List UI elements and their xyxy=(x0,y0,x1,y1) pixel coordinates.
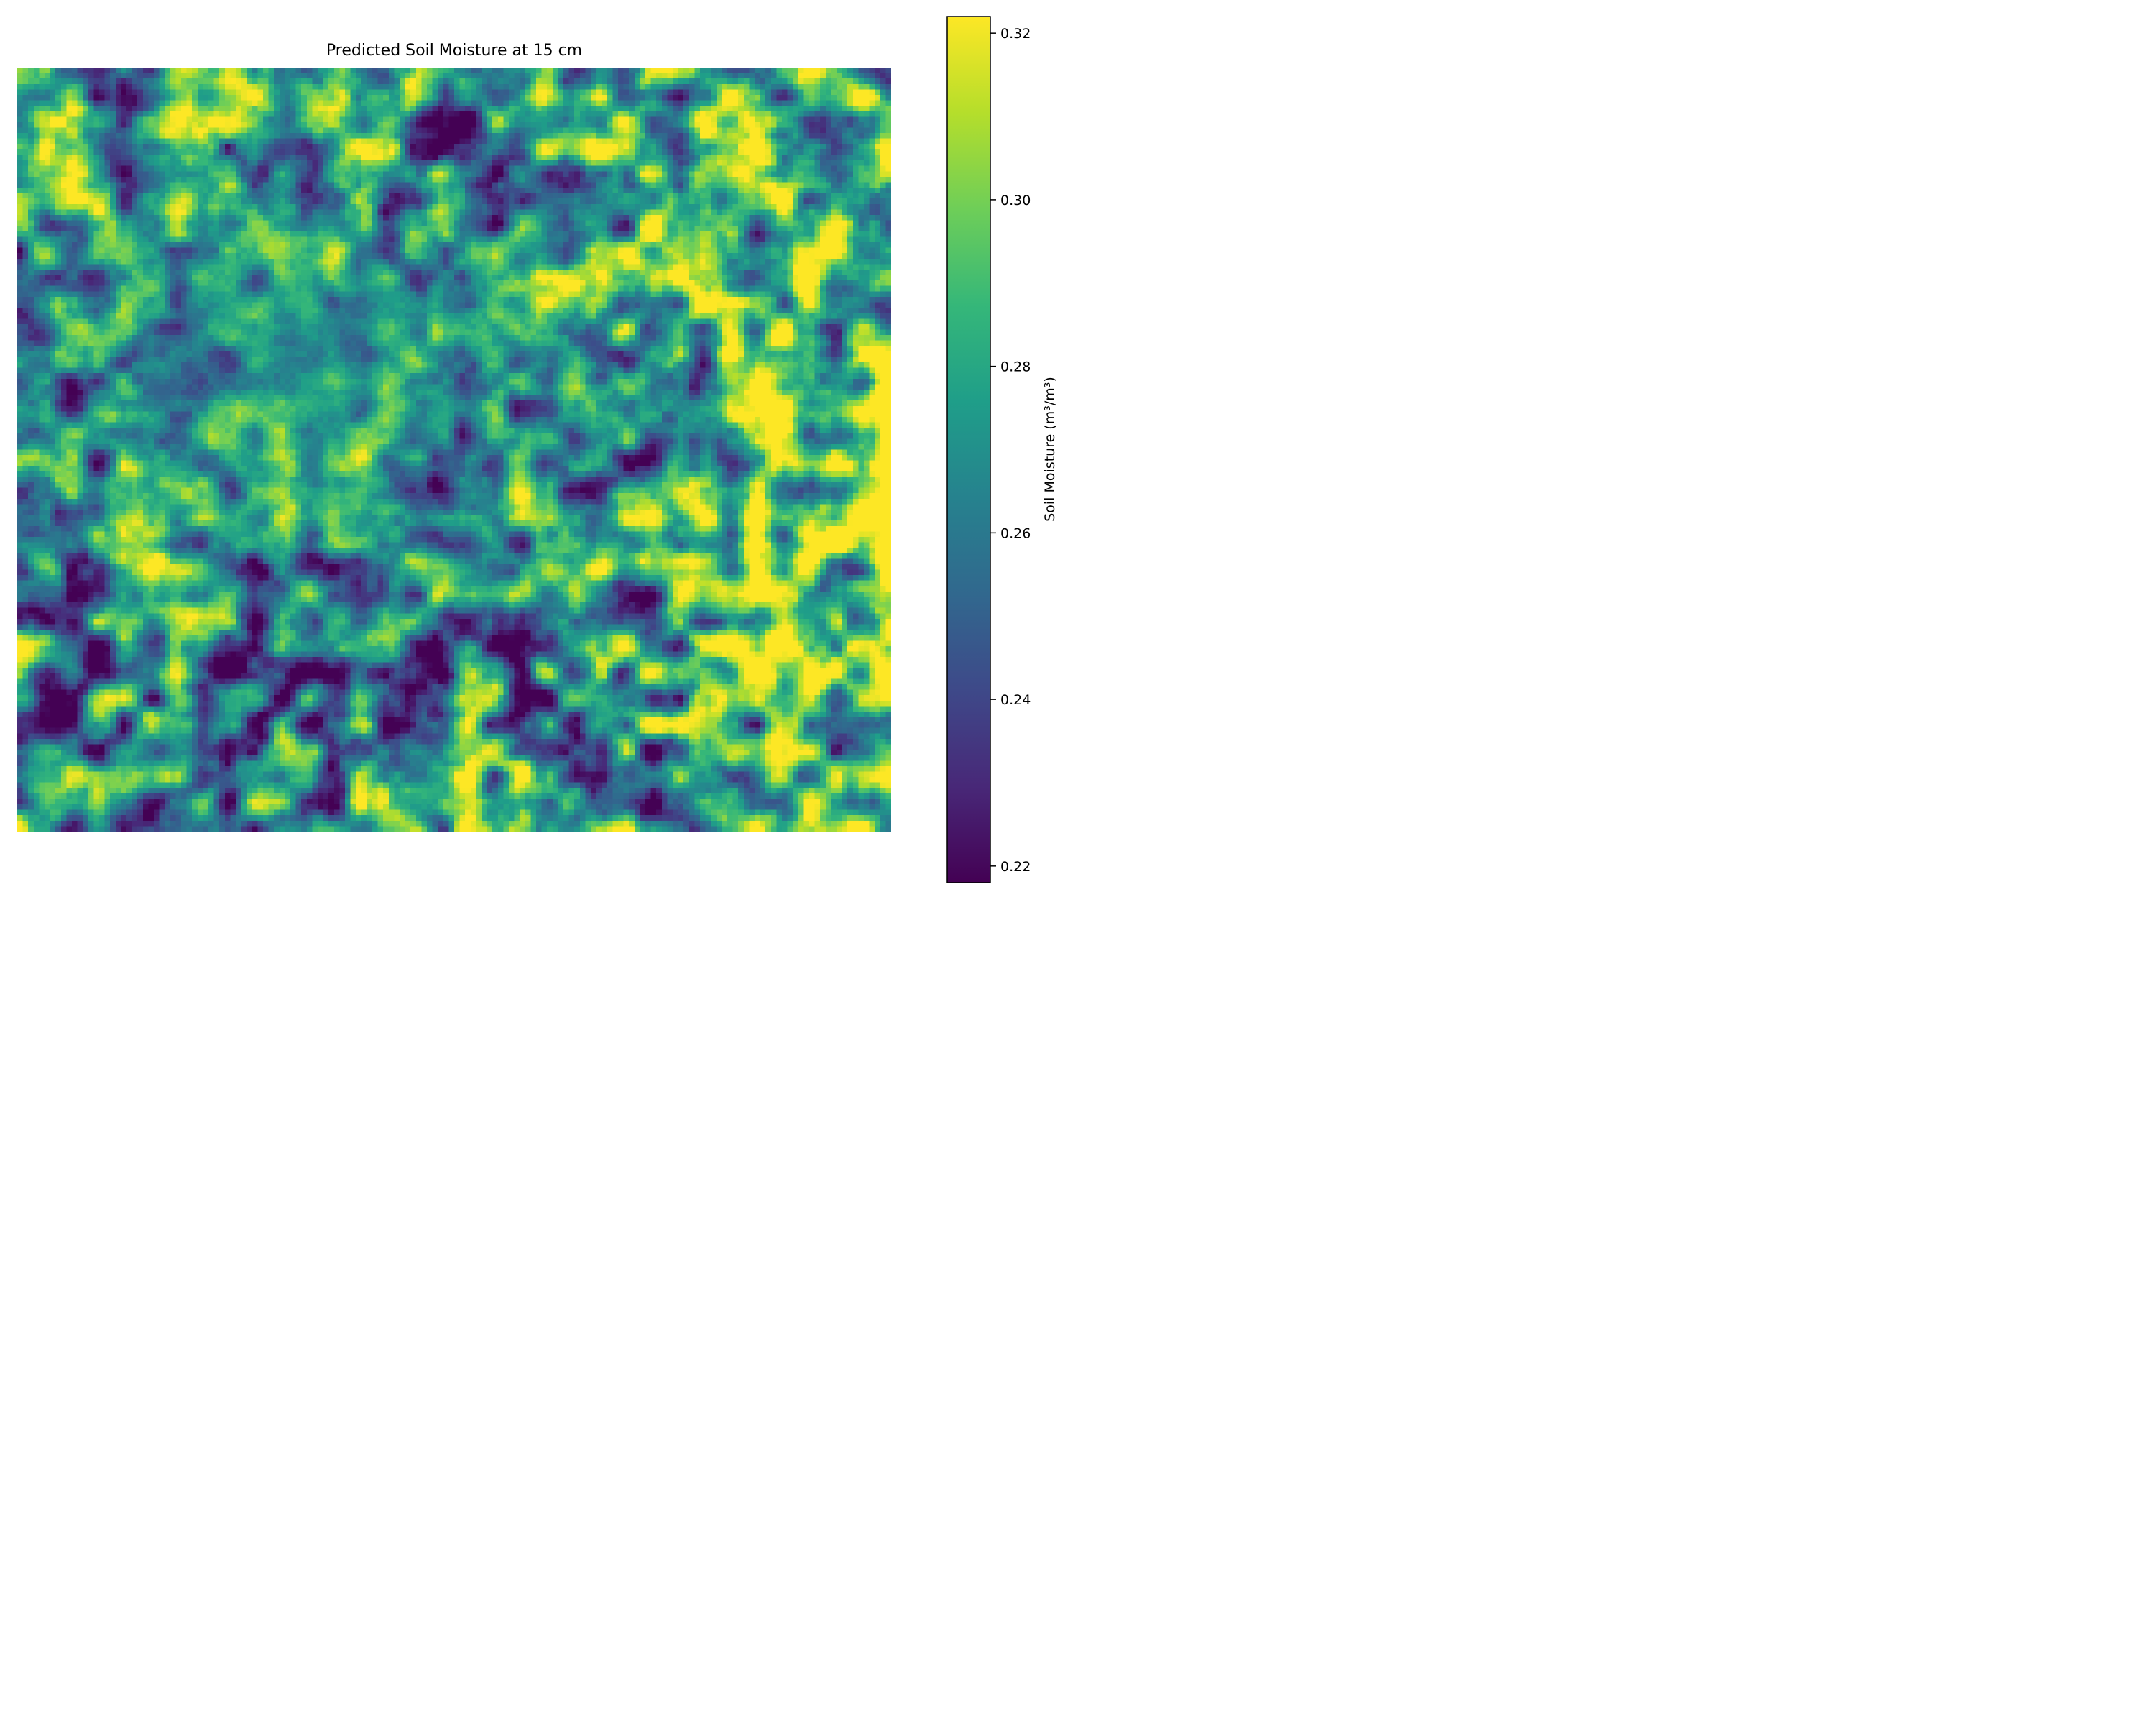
colorbar-tick-label: 0.30 xyxy=(1000,193,1031,208)
colorbar-tick-label: 0.24 xyxy=(1000,692,1031,708)
colorbar-tick-label: 0.28 xyxy=(1000,359,1031,375)
colorbar-tick-label: 0.32 xyxy=(1000,26,1031,42)
colorbar-label: Soil Moisture (m³/m³) xyxy=(1042,377,1058,522)
colorbar-tick-label: 0.26 xyxy=(1000,525,1031,541)
chart-title: Predicted Soil Moisture at 15 cm xyxy=(326,42,583,60)
colorbar: 0.22 0.24 0.26 0.28 0.30 0.32 Soil Moisture (… xyxy=(946,16,1058,883)
colorbar-ticks: 0.22 0.24 0.26 0.28 0.30 0.32 xyxy=(990,26,1031,875)
soil-moisture-heatmap xyxy=(17,68,891,832)
colorbar-tick-label: 0.22 xyxy=(1000,859,1031,875)
colorbar-gradient xyxy=(946,16,991,883)
